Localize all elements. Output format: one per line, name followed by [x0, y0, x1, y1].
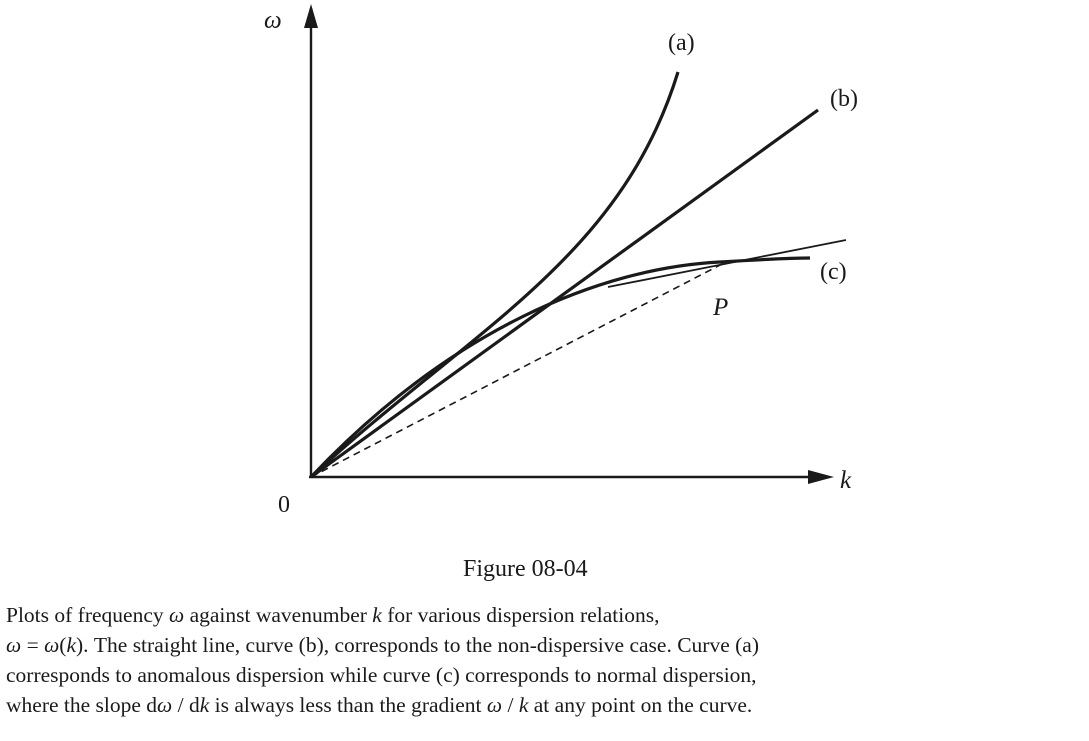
- curve-a: [309, 71, 680, 479]
- caption-text: ). The straight line, curve (b), corresp…: [75, 633, 759, 657]
- figure-caption: Plots of frequency ω against wavenumber …: [6, 600, 1086, 720]
- curve-b: [310, 108, 819, 479]
- point-p-label: P: [712, 294, 728, 321]
- caption-symbol: ω: [169, 603, 185, 627]
- curve-a-label: (a): [668, 30, 695, 56]
- caption-line-4: where the slope dω / dk is always less t…: [6, 690, 1086, 720]
- caption-text: is always less than the gradient: [209, 693, 487, 717]
- caption-text: =: [21, 633, 45, 657]
- caption-line-3: corresponds to anomalous dispersion whil…: [6, 663, 757, 687]
- caption-symbol: k: [372, 603, 382, 627]
- tangent-line-at-p: [607, 239, 847, 288]
- caption-symbol: ω: [44, 633, 60, 657]
- curve-b-label: (b): [830, 86, 858, 112]
- chord-line-to-p: [310, 263, 723, 478]
- curve-c-label: (c): [820, 259, 847, 285]
- caption-symbol: ω: [6, 633, 22, 657]
- caption-symbol: k: [518, 693, 529, 717]
- caption-text: against wavenumber: [184, 603, 373, 627]
- curve-c: [309, 256, 811, 479]
- caption-symbol: k: [66, 633, 76, 657]
- caption-line-2: ω = ω(k). The straight line, curve (b), …: [6, 630, 1086, 660]
- k-axis-label: k: [840, 467, 852, 494]
- caption-text: /: [502, 693, 519, 717]
- caption-line-1: Plots of frequency ω against wavenumber …: [6, 600, 1086, 630]
- caption-text: / d: [172, 693, 200, 717]
- caption-symbol: k: [199, 693, 210, 717]
- caption-text: Plots of frequency: [6, 603, 170, 627]
- k-axis-arrow-icon: [808, 470, 834, 484]
- omega-axis-label: ω: [264, 7, 282, 34]
- caption-text: (: [59, 633, 67, 657]
- caption-symbol: ω: [486, 693, 503, 717]
- figure-title: Figure 08-04: [463, 556, 588, 582]
- omega-axis-arrow-icon: [304, 4, 318, 28]
- caption-text: for various dispersion relations,: [381, 603, 660, 627]
- origin-label: 0: [278, 492, 290, 518]
- caption-symbol: ω: [157, 693, 173, 717]
- caption-text: where the slope d: [6, 693, 158, 717]
- caption-text: at any point on the curve.: [528, 693, 753, 717]
